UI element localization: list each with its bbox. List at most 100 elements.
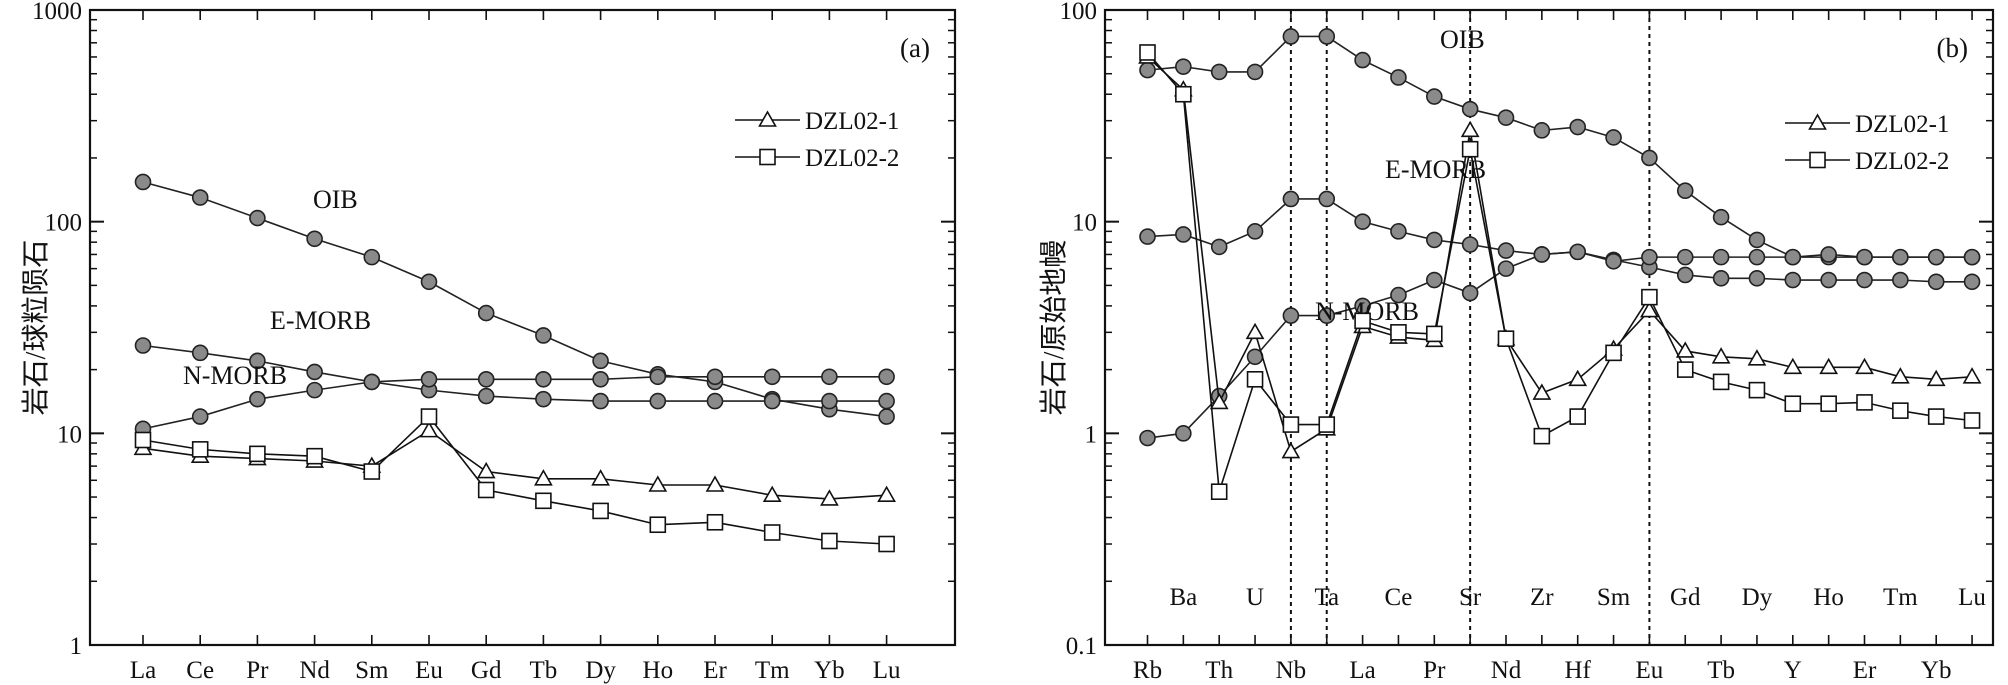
reference-line-oib [1147,35,1973,258]
reference-point-e-morb [1139,228,1156,245]
data-point-dzl02-2 [1641,288,1658,306]
reference-point-oib [1641,149,1658,167]
reference-point-n-morb [1856,248,1873,266]
reference-point-e-morb [592,392,609,410]
reference-point-oib [1282,28,1300,45]
reference-point-n-morb [592,371,609,388]
x-tick-label: U [1246,584,1264,611]
data-point-dzl02-1 [476,461,496,479]
reference-point-n-morb [477,371,495,388]
x-tick-label: Lu [873,657,901,684]
reference-point-e-morb [1748,270,1766,287]
reference-point-n-morb [1175,425,1192,442]
reference-point-oib [1533,122,1551,139]
legend-entry-dzl02-2: DZL02-2 [805,145,899,172]
x-tick-label: Eu [415,657,443,684]
x-tick-label: Tb [1707,657,1735,684]
reference-point-n-morb [1605,252,1622,270]
data-point-dzl02-1 [820,489,839,506]
legend-entry-dzl02-1: DZL02-1 [805,108,899,135]
reference-point-n-morb [1318,307,1336,324]
data-point-dzl02-2 [477,481,495,499]
y-tick-label: 10 [1072,210,1097,237]
reference-point-e-morb [706,392,724,410]
data-point-dzl02-2 [1246,371,1264,388]
reference-point-e-morb [1784,271,1802,289]
data-point-dzl02-2 [363,463,381,480]
reference-point-oib [1497,109,1515,126]
reference-point-oib [878,408,895,425]
data-point-dzl02-2 [1210,483,1228,500]
y-axis-label: 岩石/原始地幔 [1038,240,1070,416]
data-point-dzl02-1 [705,475,725,492]
data-point-dzl02-2 [1139,44,1156,61]
reference-point-n-morb [249,390,266,408]
data-point-dzl02-2 [1927,408,1945,425]
reference-point-n-morb [191,408,209,425]
reference-point-n-morb [763,368,781,386]
reference-point-oib [1426,88,1443,105]
reference-point-oib [306,230,323,248]
series-line-dzl02-1 [1146,56,1973,453]
legend-entry-dzl02-1: DZL02-1 [1855,111,1949,138]
reference-point-oib [1318,28,1336,45]
reference-point-e-morb [1210,238,1228,256]
x-tick-label: Tm [1883,584,1918,611]
data-point-dzl02-2 [1533,427,1551,445]
data-point-dzl02-2 [1676,361,1694,378]
data-point-dzl02-1 [1281,441,1301,459]
data-point-dzl02-2 [1963,412,1981,429]
reference-point-e-morb [1820,271,1837,289]
x-tick-label: Yb [814,657,845,684]
reference-point-n-morb [1282,307,1300,324]
y-tick-label: 1 [70,633,83,660]
legend-marker [1808,113,1827,130]
reference-point-n-morb [420,371,438,388]
series-line-dzl02-1 [142,429,887,500]
x-tick-label: Sm [1597,584,1631,611]
reference-point-oib [1246,63,1264,81]
series-line-dzl02-2 [1146,51,1973,492]
reference-point-n-morb [1390,286,1407,304]
series-line-dzl02-2 [142,415,887,545]
data-point-dzl02-2 [134,431,152,449]
chart-panel-a: 1 10 100 1000 La Ce Pr Nd Sm Eu Gd Tb Dy Ho Er Tm Yb Lu OI… [20,0,957,684]
data-point-dzl02-2 [1820,395,1837,413]
x-tick-label: Eu [1636,657,1664,684]
reference-point-e-morb [535,390,552,408]
x-tick-label: Dy [1742,584,1773,611]
data-point-dzl02-2 [1856,394,1873,411]
reference-point-e-morb [134,337,152,354]
x-tick-label: Hf [1565,657,1592,684]
x-tick-label: Dy [585,657,616,684]
reference-point-oib [1210,63,1228,81]
reference-point-e-morb [1354,213,1371,230]
legend-marker [758,110,777,127]
reference-point-n-morb [1892,248,1909,266]
data-point-dzl02-2 [1390,324,1407,341]
data-point-dzl02-1 [1890,367,1910,384]
chart-panel-b: 0.1110100RbBaThUNbTaLaCePrSrNdZrHfSmEuGd… [1038,0,1995,684]
y-tick-label: 100 [45,210,83,237]
reference-point-e-morb [1497,242,1515,259]
data-point-dzl02-1 [1962,367,1982,384]
reference-point-n-morb [1963,248,1981,266]
x-tick-label: Nd [1491,657,1522,684]
curve-label-n-morb: N-MORB [183,361,287,390]
x-tick-label: Ho [1813,584,1844,611]
x-tick-label: Y [1784,657,1802,684]
data-point-dzl02-1 [1568,369,1588,387]
reference-line-e-morb [1147,198,1973,283]
reference-point-n-morb [1784,248,1802,266]
data-point-dzl02-2 [763,524,781,541]
panel-label: (a) [900,33,930,63]
reference-point-e-morb [1461,236,1479,253]
panel-label: (b) [1937,33,1968,63]
reference-point-e-morb [477,387,495,405]
reference-point-oib [1139,61,1156,79]
reference-point-n-morb [821,368,838,386]
data-point-dzl02-1 [1532,383,1552,400]
legend: DZL02-1 DZL02-2 [1785,111,1949,175]
data-point-dzl02-1 [534,469,553,486]
